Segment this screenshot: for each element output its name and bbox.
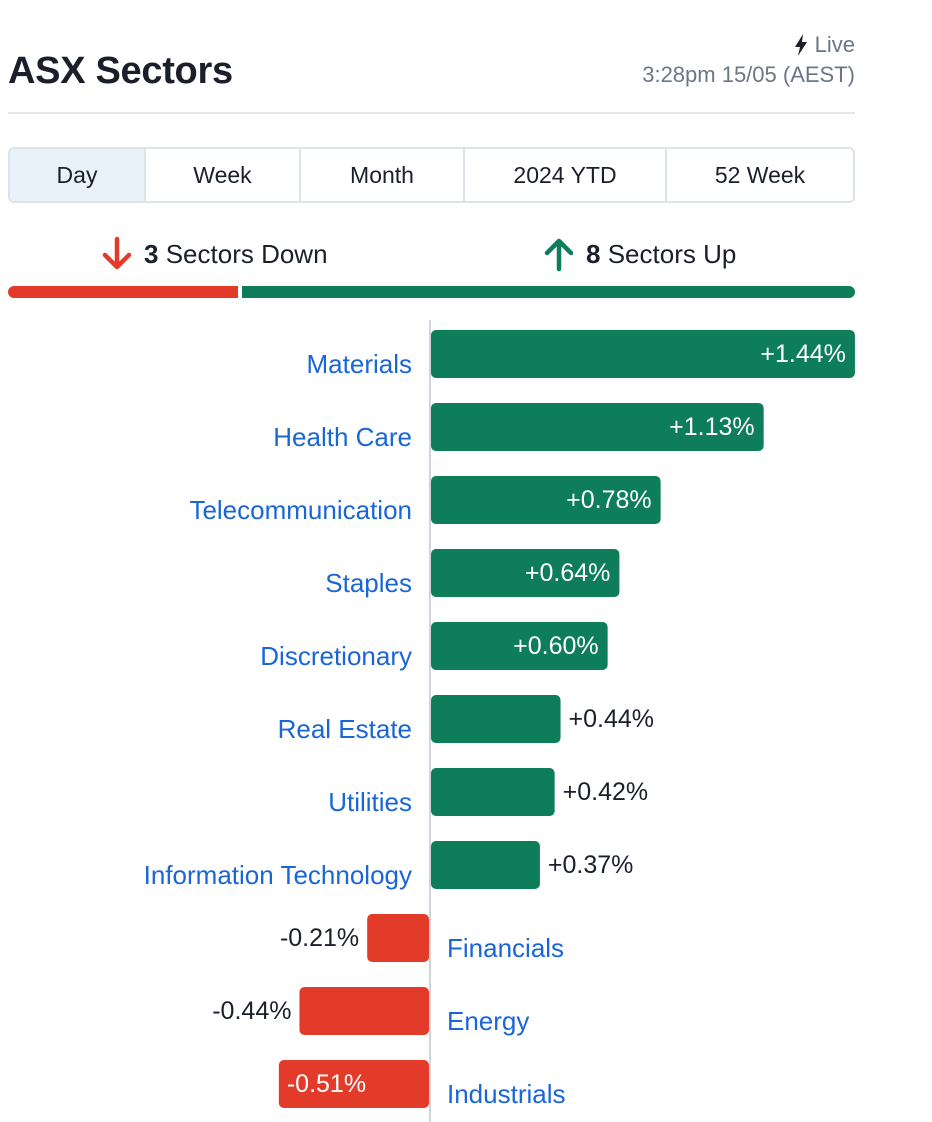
period-tabs: Day Week Month 2024 YTD 52 Week bbox=[8, 147, 855, 203]
sectors-down-label: Sectors Down bbox=[165, 238, 328, 269]
category-label-4[interactable]: Discretionary bbox=[260, 641, 412, 671]
value-label-3: +0.64% bbox=[525, 559, 611, 587]
value-label-6: +0.42% bbox=[563, 778, 649, 806]
bar-2 bbox=[431, 476, 661, 524]
sectors-down-bar bbox=[8, 286, 238, 298]
tab-month[interactable]: Month bbox=[301, 149, 465, 201]
sectors-down-count: 3 bbox=[144, 238, 159, 269]
sectors-up-label: Sectors Up bbox=[607, 238, 737, 269]
sectors-up-count: 8 bbox=[586, 238, 601, 269]
value-label-10: -0.51% bbox=[287, 1070, 366, 1098]
arrow-up-icon bbox=[544, 238, 574, 272]
value-label-5: +0.44% bbox=[569, 705, 655, 733]
tab-day[interactable]: Day bbox=[10, 149, 146, 201]
category-label-8[interactable]: Financials bbox=[447, 933, 564, 963]
value-label-1: +1.13% bbox=[669, 413, 755, 441]
bar-8 bbox=[367, 914, 429, 962]
bar-1 bbox=[431, 403, 764, 451]
bar-10 bbox=[278, 1060, 429, 1108]
value-label-0: +1.44% bbox=[760, 340, 846, 368]
lightning-icon bbox=[794, 34, 807, 56]
category-label-3[interactable]: Staples bbox=[325, 568, 412, 598]
bar-0 bbox=[431, 330, 855, 378]
category-label-9[interactable]: Energy bbox=[447, 1006, 529, 1036]
sector-performance-chart: +1.44% Materials +1.13% Health Care +0.78% Te… bbox=[144, 320, 855, 1122]
value-label-2: +0.78% bbox=[566, 486, 652, 514]
category-label-7[interactable]: Information Technology bbox=[144, 860, 412, 890]
sectors-up-summary: 8 Sectors Up bbox=[542, 232, 736, 276]
bar-6 bbox=[431, 768, 555, 816]
sectors-up-bar bbox=[242, 286, 855, 298]
category-label-2[interactable]: Telecommunication bbox=[189, 495, 412, 525]
live-indicator: Live bbox=[793, 32, 855, 58]
bar-9 bbox=[299, 987, 429, 1035]
bar-5 bbox=[431, 695, 561, 743]
value-label-9: -0.44% bbox=[212, 997, 291, 1025]
tab-52-week[interactable]: 52 Week bbox=[667, 149, 853, 201]
category-label-0[interactable]: Materials bbox=[307, 349, 412, 379]
bar-3 bbox=[431, 549, 620, 597]
category-label-5[interactable]: Real Estate bbox=[278, 714, 412, 744]
value-label-8: -0.21% bbox=[280, 924, 359, 952]
category-label-1[interactable]: Health Care bbox=[273, 422, 412, 452]
category-label-6[interactable]: Utilities bbox=[328, 787, 412, 817]
tab-week[interactable]: Week bbox=[146, 149, 301, 201]
arrow-down-icon bbox=[102, 236, 132, 270]
header: ASX Sectors Live 3:28pm 15/05 (AEST) bbox=[8, 30, 855, 114]
timestamp: 3:28pm 15/05 (AEST) bbox=[642, 62, 855, 87]
category-label-10[interactable]: Industrials bbox=[447, 1079, 566, 1109]
value-label-4: +0.60% bbox=[513, 632, 599, 660]
value-label-7: +0.37% bbox=[548, 851, 634, 879]
page-title: ASX Sectors bbox=[8, 50, 233, 92]
tab-2024-ytd[interactable]: 2024 YTD bbox=[465, 149, 667, 201]
sectors-down-summary: 3 Sectors Down bbox=[100, 232, 328, 276]
bar-4 bbox=[431, 622, 608, 670]
bar-7 bbox=[431, 841, 540, 889]
live-label: Live bbox=[814, 32, 855, 57]
